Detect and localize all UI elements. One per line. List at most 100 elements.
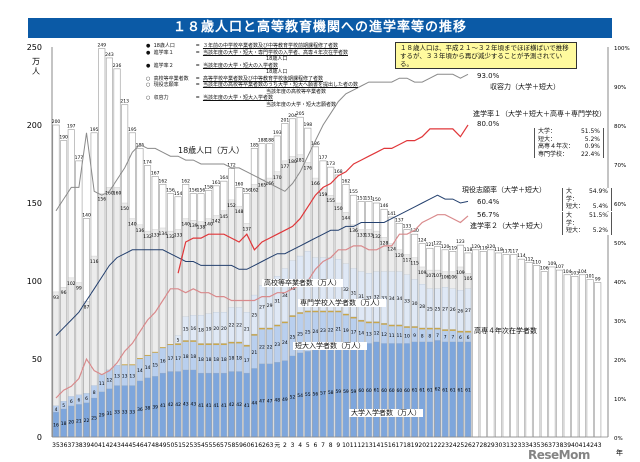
x-tick-label: 9 xyxy=(336,442,340,449)
university-label: 56 xyxy=(313,391,319,397)
vocational-bar xyxy=(182,316,189,341)
hs-graduates-label: 87 xyxy=(84,304,90,310)
junior-college-label: 10 xyxy=(404,334,410,340)
legend-marker: ● xyxy=(146,49,151,56)
vocational-label: 31 xyxy=(358,294,364,300)
junior-college-label: 13 xyxy=(129,373,135,379)
x-tick-label: 52 xyxy=(182,442,190,449)
x-tick-label: 49 xyxy=(159,442,167,449)
population-bar xyxy=(540,271,548,438)
hs-graduates-label: 132 xyxy=(143,234,152,240)
hs-graduates-label: 160 xyxy=(113,190,122,196)
population-label: 200 xyxy=(52,119,61,125)
legend-denominator: 18歳人口 xyxy=(266,69,288,75)
vocational-bar xyxy=(175,335,182,344)
x-tick-label: 25 xyxy=(457,442,465,449)
junior-college-label: 25 xyxy=(297,331,303,337)
population-bar xyxy=(533,265,541,438)
vocational-label: 29 xyxy=(267,303,273,309)
population-label: 204 xyxy=(288,113,297,119)
x-tick-label: 36 xyxy=(540,442,548,449)
junior-college-label: 21 xyxy=(335,327,341,333)
junior-college-bar xyxy=(91,385,98,399)
hs-graduates-label: 115 xyxy=(410,261,419,267)
x-tick-label: 39 xyxy=(563,442,571,449)
kosen-bar xyxy=(404,326,410,328)
junior-college-bar xyxy=(442,330,449,342)
capacity-value: 93.0% xyxy=(477,72,500,80)
population-label: 130 xyxy=(410,228,419,234)
university-label: 20 xyxy=(68,419,74,425)
junior-college-label: 18 xyxy=(198,357,204,363)
x-tick-label: 44 xyxy=(121,442,129,449)
junior-college-label: 13 xyxy=(122,373,128,379)
population-bar xyxy=(479,251,487,438)
university-label: 22 xyxy=(84,418,90,424)
kosen-bar xyxy=(373,321,380,324)
vocational-bar xyxy=(465,288,472,332)
junior-college-label: 8 xyxy=(421,334,424,340)
vocational-bar xyxy=(403,274,410,327)
university-label: 33 xyxy=(122,409,128,415)
kosen-bar xyxy=(137,358,143,359)
university-label: 42 xyxy=(175,402,181,408)
university-label: 61 xyxy=(458,387,464,393)
vocational-bar xyxy=(365,273,372,322)
population-label: 249 xyxy=(97,43,106,49)
population-label: 198 xyxy=(303,122,312,128)
breakdown-row: 専門学校： 22.4% xyxy=(538,150,600,158)
population-bar xyxy=(578,274,586,438)
population-label: 193 xyxy=(273,130,282,136)
legend-term: 進学率１ xyxy=(153,49,174,56)
x-tick-label: 30 xyxy=(495,442,503,449)
kosen-bar xyxy=(434,327,441,330)
hs-graduates-label: 105 xyxy=(464,276,473,282)
vocational-bar xyxy=(243,312,250,346)
x-tick-label: 41 xyxy=(579,442,587,449)
vocational-label: 16 xyxy=(190,326,196,332)
x-tick-label: 38 xyxy=(556,442,564,449)
university-label: 16 xyxy=(53,423,59,429)
legend-term: 18歳人口 xyxy=(153,43,175,49)
junior-college-label: 6 xyxy=(85,396,88,402)
university-label: 48 xyxy=(274,398,280,404)
junior-college-label: 4 xyxy=(55,407,58,413)
kosen-bar xyxy=(228,341,235,344)
x-tick-label: 34 xyxy=(525,442,533,449)
legend-item: ○ 収容力 = 当該年度の大学・短大入学者数 xyxy=(146,95,273,101)
x-tick-label: 33 xyxy=(518,442,526,449)
legend-item: ○ 高校等卒業者数 = 高等学校卒業者数及び中等教育学校後期課程修了者数 xyxy=(146,75,323,82)
legend-term: 収容力 xyxy=(153,95,169,101)
annotation-university: 大学入学者数（万人） xyxy=(349,409,423,418)
hs-graduates-label: 177 xyxy=(281,164,290,170)
population-label: 185 xyxy=(136,142,145,148)
rate1-value: 80.0% xyxy=(477,120,500,128)
population-label: 133 xyxy=(403,224,412,230)
university-label: 41 xyxy=(244,403,250,409)
rate1-line xyxy=(177,124,469,274)
vocational-label: 27 xyxy=(442,306,448,312)
university-label: 36 xyxy=(137,407,143,413)
population-label: 188 xyxy=(265,138,274,144)
hs-graduates-label: 99 xyxy=(76,286,82,292)
university-label: 60 xyxy=(396,388,402,394)
x-tick-label: 60 xyxy=(243,442,251,449)
population-label: 106 xyxy=(540,266,549,272)
vocational-bar xyxy=(220,312,227,344)
hs-graduates-label: 120 xyxy=(395,253,404,259)
x-tick-label: 16 xyxy=(388,442,396,449)
hs-graduates-label: 133 xyxy=(151,233,160,239)
x-tick-label: 4 xyxy=(298,442,302,449)
vocational-label: 19 xyxy=(206,327,212,333)
vocational-bar xyxy=(381,271,388,324)
junior-college-label: 18 xyxy=(221,357,227,363)
population-label: 156 xyxy=(166,188,175,194)
hs-graduates-label: 159 xyxy=(319,192,328,198)
kosen-bar xyxy=(297,312,304,314)
legend-term: 進学率２ xyxy=(153,62,174,69)
x-tick-label: 50 xyxy=(167,442,175,449)
kosen-bar xyxy=(159,347,166,349)
vocational-label: 32 xyxy=(343,287,349,293)
population-label: 154 xyxy=(174,191,183,197)
vocational-bar xyxy=(213,312,220,344)
